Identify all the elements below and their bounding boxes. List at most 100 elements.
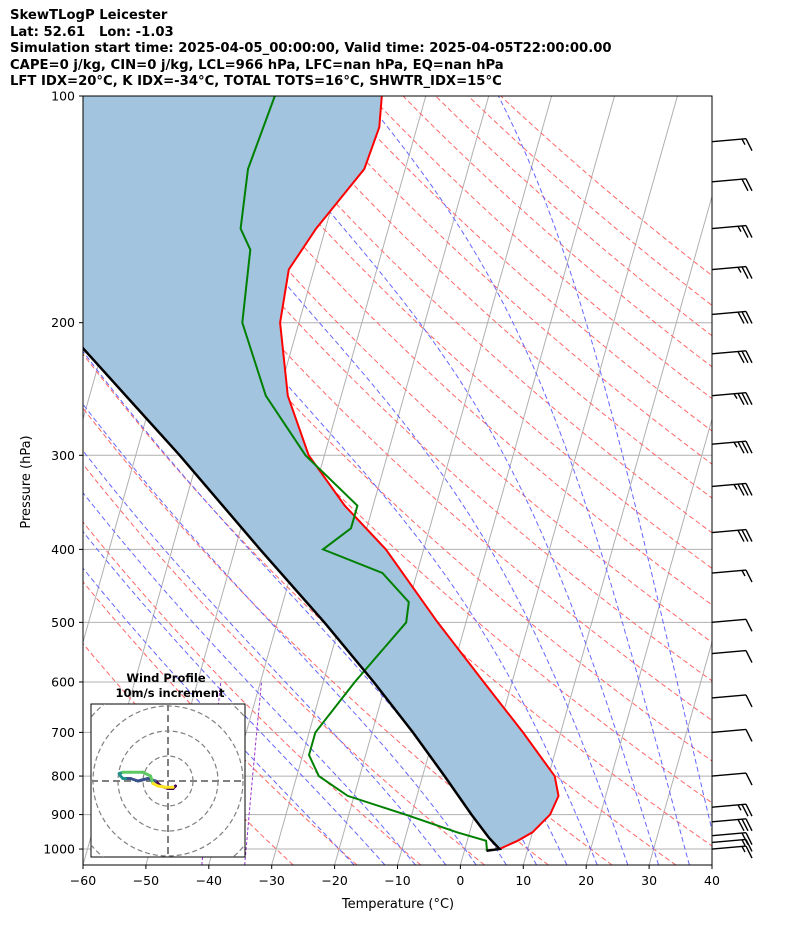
wind-barb-flag [745, 803, 753, 817]
moist-adiabat [83, 128, 598, 865]
wind-barb [711, 818, 753, 832]
wind-barb-flag [741, 818, 749, 832]
y-tick-label: 800 [51, 769, 75, 784]
dry-adiabat [83, 300, 677, 865]
wind-barb-flag [745, 266, 753, 279]
dry-adiabat [174, 96, 712, 606]
y-tick-label: 300 [51, 448, 75, 463]
wind-barb [711, 265, 753, 279]
wind-barb-flag [741, 832, 749, 846]
wind-barb-shaft [711, 440, 747, 445]
wind-barb-flag [745, 483, 753, 496]
wind-barb-shaft [711, 138, 747, 143]
dry-adiabat [83, 642, 294, 865]
hodograph-plot [91, 704, 245, 857]
y-axis-label: Pressure (hPa) [19, 435, 34, 528]
wind-barb-half-flag [741, 570, 746, 577]
cape-subtitle: CAPE=0 j/kg, CIN=0 j/kg, LCL=966 hPa, LF… [10, 57, 504, 73]
wind-barb-flag [741, 441, 749, 454]
wind-barb-shaft [711, 831, 747, 837]
wind-barb-half-flag [737, 804, 742, 811]
hodograph-title: Wind Profile [126, 671, 206, 685]
wind-barb [711, 528, 753, 542]
wind-barb-half-flag [741, 839, 746, 846]
wind-barb-shaft [711, 694, 747, 699]
wind-barb-flag [745, 569, 753, 583]
moist-adiabat [83, 491, 416, 865]
isotherm-line [648, 640, 712, 865]
dry-adiabat [500, 96, 712, 277]
wind-barb-shaft [711, 728, 747, 734]
dry-adiabat [207, 96, 712, 570]
wind-barb-flag [741, 225, 749, 238]
x-tick-label: −20 [321, 873, 347, 888]
wind-barb-flag [737, 819, 745, 832]
mixing-ratio-line [244, 681, 262, 865]
dry-adiabat [337, 96, 712, 432]
wind-barb-shaft [711, 265, 747, 271]
wind-barb-half-flag [737, 225, 742, 232]
temperature-line [279, 96, 560, 850]
wind-barb-flag [745, 350, 753, 364]
wind-barb-flag [737, 529, 745, 542]
x-tick-label: −30 [259, 873, 285, 888]
wind-barb-shaft [711, 803, 747, 808]
indices-subtitle: LFT IDX=20°C, K IDX=-34°C, TOTAL TOTS=16… [10, 74, 502, 90]
isotherm-line [711, 863, 712, 865]
wind-barb-shaft [711, 310, 747, 316]
wind-barb-flag [745, 845, 753, 859]
dry-adiabat [109, 96, 712, 682]
wind-barb-half-flag [733, 441, 738, 448]
wind-barb-flag [741, 804, 749, 817]
x-tick-label: 30 [641, 873, 657, 888]
wind-barb [711, 694, 753, 708]
hodograph-subtitle: 10m/s increment [116, 686, 225, 700]
wind-barb-half-flag [733, 393, 738, 400]
cin-shading [83, 96, 559, 849]
wind-barb-shaft [711, 838, 747, 844]
moist-adiabat [362, 96, 690, 865]
wind-barb [711, 391, 753, 405]
wind-barb-flag [745, 818, 753, 832]
x-tick-label: 40 [704, 873, 720, 888]
wind-barb-flag [745, 311, 753, 324]
x-tick-label: −10 [384, 873, 410, 888]
wind-barb-flag [741, 392, 749, 405]
moist-adiabat [497, 96, 712, 833]
wind-barb-flag [741, 266, 749, 279]
wind-barb [711, 618, 753, 632]
wind-barb-flag [745, 832, 753, 846]
wind-barb [711, 178, 753, 192]
y-tick-label: 900 [51, 807, 75, 822]
wind-barb-flag [741, 311, 749, 324]
wind-barb [711, 845, 753, 859]
time-subtitle: Simulation start time: 2025-04-05_00:00:… [10, 41, 612, 57]
moist-adiabat [134, 96, 629, 865]
axes: −60 −50 −40 −30 −20 −10 0 10 20 30 40 1000 900 800 700… [43, 89, 720, 889]
wind-barb-flag [741, 178, 749, 192]
wind-barb [711, 569, 753, 583]
wind-barb-shaft [711, 528, 747, 534]
wind-barb-shaft [711, 772, 747, 777]
isotherm-line [585, 417, 712, 865]
y-tick-label: 700 [51, 725, 75, 740]
moist-adiabat [83, 567, 355, 865]
wind-barb-shaft [711, 350, 747, 355]
wind-barb-half-flag [741, 846, 746, 853]
wind-barb [711, 310, 753, 324]
moist-adiabat [83, 350, 507, 865]
wind-barb-flag [737, 483, 745, 496]
y-tick-label: 600 [51, 674, 75, 689]
wind-barb-flag [745, 440, 753, 454]
wind-barb [711, 728, 753, 742]
wind-barb-flag [745, 392, 753, 405]
wind-barb-shaft [711, 818, 747, 823]
x-tick-label: −40 [196, 873, 222, 888]
wind-barb-flag [737, 311, 745, 324]
moist-adiabat [83, 530, 386, 865]
wind-barbs [711, 138, 753, 859]
wind-barb-flag [745, 138, 753, 152]
wind-barb-half-flag [733, 484, 738, 490]
